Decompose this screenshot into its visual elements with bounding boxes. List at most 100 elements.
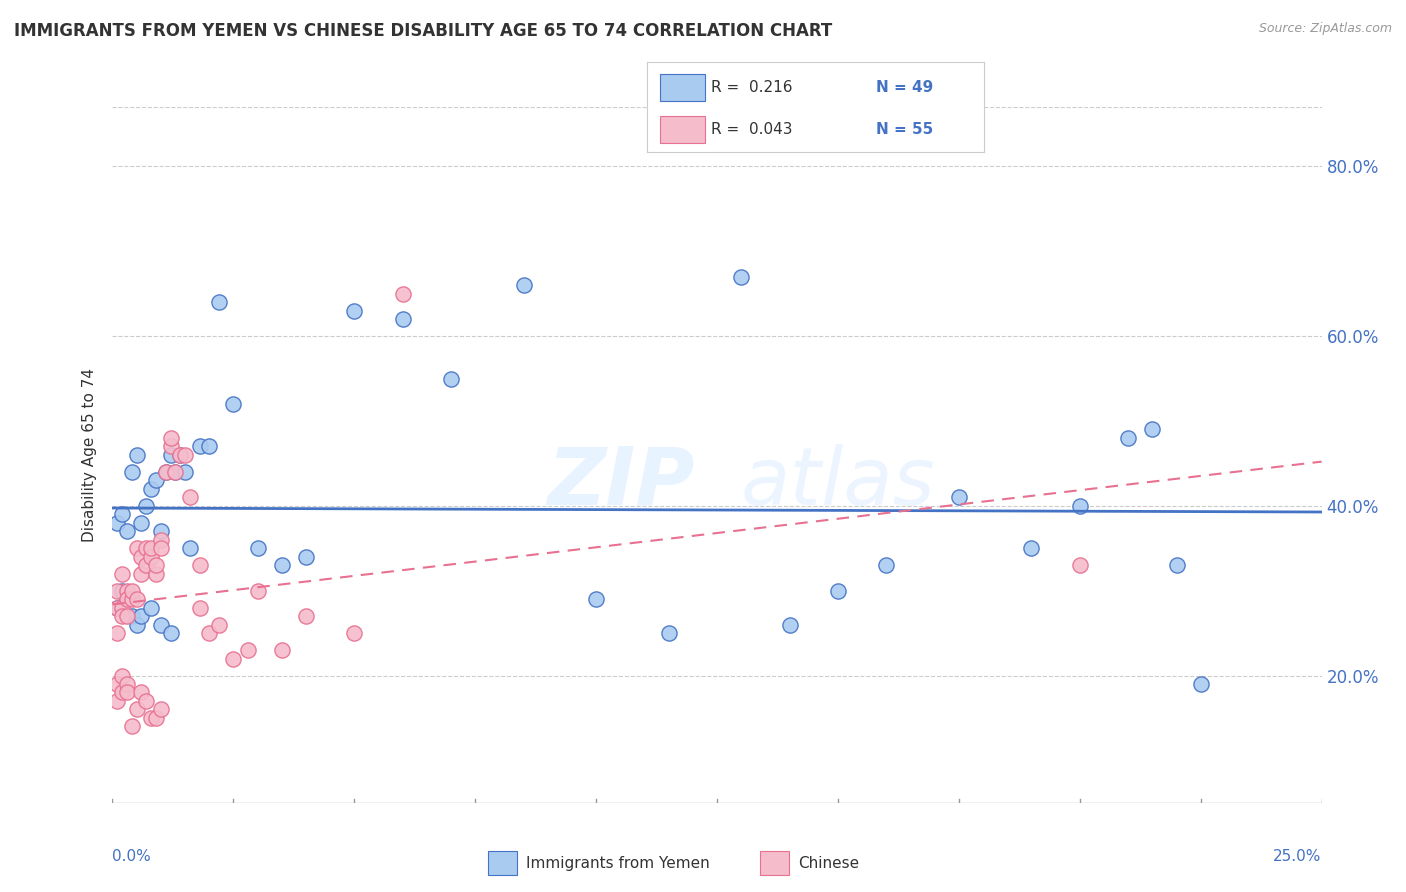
Point <box>111 600 134 615</box>
Point <box>131 516 153 530</box>
Text: N = 49: N = 49 <box>876 80 934 95</box>
Point <box>141 600 163 615</box>
Point <box>145 558 167 573</box>
Point <box>111 566 134 581</box>
Point <box>149 617 172 632</box>
Point <box>141 482 163 496</box>
Point <box>188 558 211 573</box>
Point <box>165 465 187 479</box>
Point <box>149 702 172 716</box>
Point <box>135 541 157 556</box>
Point <box>827 583 849 598</box>
Point <box>1142 422 1164 436</box>
Point <box>115 677 138 691</box>
Point <box>105 626 128 640</box>
Point <box>121 719 143 733</box>
Point <box>159 439 181 453</box>
Point <box>145 474 167 488</box>
Point <box>391 312 413 326</box>
Point <box>179 491 201 505</box>
Point <box>1021 541 1043 556</box>
Bar <box>761 851 789 875</box>
Point <box>236 643 259 657</box>
Point <box>169 448 191 462</box>
Point <box>1069 558 1091 573</box>
Point <box>115 609 138 624</box>
Point <box>105 677 128 691</box>
Point <box>145 711 167 725</box>
Point <box>270 558 292 573</box>
Point <box>440 371 463 385</box>
Point <box>105 694 128 708</box>
Point <box>270 643 292 657</box>
Point <box>135 499 157 513</box>
Point <box>222 397 245 411</box>
Point <box>125 617 148 632</box>
Text: R =  0.043: R = 0.043 <box>711 122 793 136</box>
Point <box>141 549 163 564</box>
Point <box>198 439 221 453</box>
Point <box>125 592 148 607</box>
Point <box>155 465 177 479</box>
Point <box>121 592 143 607</box>
Point <box>149 533 172 547</box>
Text: 25.0%: 25.0% <box>1274 849 1322 864</box>
Point <box>208 617 231 632</box>
Point <box>198 626 221 640</box>
Point <box>121 583 143 598</box>
Point <box>105 600 128 615</box>
Point <box>141 541 163 556</box>
Point <box>135 694 157 708</box>
Point <box>391 286 413 301</box>
Point <box>111 508 134 522</box>
Point <box>115 592 138 607</box>
Point <box>779 617 801 632</box>
Point <box>155 465 177 479</box>
Point <box>135 558 157 573</box>
Point <box>169 448 191 462</box>
Point <box>222 651 245 665</box>
Point <box>188 600 211 615</box>
Point <box>512 278 534 293</box>
Point <box>174 448 197 462</box>
Text: N = 55: N = 55 <box>876 122 934 136</box>
Bar <box>488 851 516 875</box>
Point <box>149 541 172 556</box>
Point <box>115 685 138 699</box>
Point <box>145 566 167 581</box>
Point <box>246 541 269 556</box>
Point <box>105 583 128 598</box>
Point <box>948 491 970 505</box>
Point <box>125 702 148 716</box>
Point <box>125 448 148 462</box>
Point <box>115 524 138 539</box>
Point <box>295 549 318 564</box>
Point <box>208 295 231 310</box>
Point <box>1166 558 1188 573</box>
Point <box>1189 677 1212 691</box>
Point <box>165 465 187 479</box>
Point <box>111 668 134 682</box>
Bar <box>661 116 704 143</box>
Text: IMMIGRANTS FROM YEMEN VS CHINESE DISABILITY AGE 65 TO 74 CORRELATION CHART: IMMIGRANTS FROM YEMEN VS CHINESE DISABIL… <box>14 22 832 40</box>
Text: Immigrants from Yemen: Immigrants from Yemen <box>526 855 710 871</box>
Point <box>131 609 153 624</box>
Point <box>131 685 153 699</box>
Point <box>111 583 134 598</box>
Point <box>730 269 752 284</box>
Point <box>174 465 197 479</box>
Text: Source: ZipAtlas.com: Source: ZipAtlas.com <box>1258 22 1392 36</box>
Bar <box>661 74 704 101</box>
Text: atlas: atlas <box>741 443 935 522</box>
Point <box>295 609 318 624</box>
Point <box>1116 431 1139 445</box>
Point <box>131 566 153 581</box>
Point <box>159 431 181 445</box>
Point <box>159 448 181 462</box>
Point <box>188 439 211 453</box>
Y-axis label: Disability Age 65 to 74: Disability Age 65 to 74 <box>82 368 97 542</box>
Point <box>105 600 128 615</box>
Point <box>121 465 143 479</box>
Point <box>246 583 269 598</box>
Text: 0.0%: 0.0% <box>112 849 152 864</box>
